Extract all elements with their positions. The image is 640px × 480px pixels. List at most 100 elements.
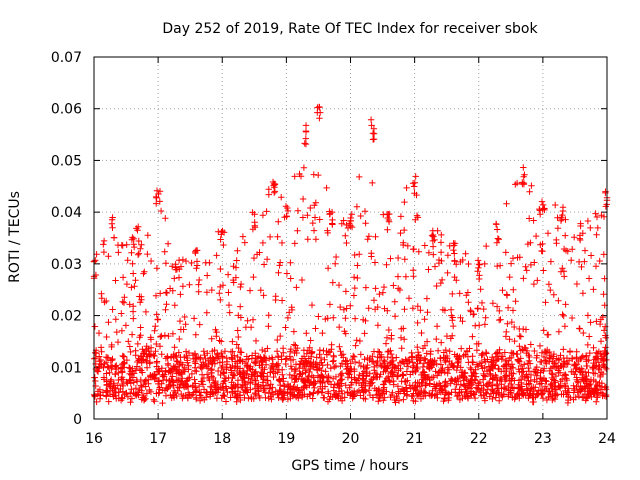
data-point: [585, 369, 592, 376]
data-point: [153, 265, 161, 272]
data-point: [203, 289, 211, 296]
data-point: [250, 395, 257, 402]
data-point: [164, 385, 171, 393]
data-point: [126, 365, 134, 372]
data-point: [494, 384, 502, 392]
data-point: [546, 358, 553, 365]
data-point: [502, 333, 510, 340]
data-point: [416, 383, 424, 390]
data-point: [522, 344, 529, 352]
data-point: [276, 389, 284, 397]
data-point: [362, 395, 369, 403]
data-point: [173, 357, 180, 365]
data-point: [366, 391, 374, 399]
data-point: [170, 382, 177, 389]
data-point: [243, 353, 250, 360]
data-point: [135, 223, 142, 230]
data-point: [520, 164, 527, 171]
data-point: [498, 368, 505, 375]
data-point: [113, 328, 120, 336]
data-point: [408, 354, 415, 361]
data-point: [268, 396, 275, 403]
data-point: [360, 316, 367, 323]
data-point: [570, 389, 577, 396]
data-point: [486, 379, 493, 386]
data-point: [592, 210, 599, 217]
data-point: [417, 357, 424, 364]
data-point: [440, 354, 447, 361]
data-point: [114, 338, 122, 346]
data-point: [561, 380, 569, 388]
data-point: [545, 331, 552, 338]
data-point: [110, 234, 118, 241]
data-point: [391, 313, 399, 320]
data-point: [371, 385, 378, 392]
data-point: [332, 373, 340, 381]
data-point: [120, 359, 128, 366]
data-point: [346, 220, 353, 227]
data-point: [401, 387, 408, 395]
data-point: [394, 383, 402, 390]
data-point: [351, 251, 358, 259]
data-point: [357, 392, 364, 399]
data-point: [469, 359, 477, 366]
data-point: [130, 270, 137, 277]
data-point: [263, 208, 270, 215]
data-point: [108, 356, 116, 364]
data-point: [335, 281, 343, 289]
data-point: [139, 369, 146, 376]
data-point: [269, 360, 277, 367]
data-point: [475, 340, 482, 347]
data-point: [164, 240, 172, 247]
data-point: [267, 381, 274, 388]
data-point: [568, 257, 575, 264]
data-point: [219, 227, 226, 235]
data-point: [550, 291, 557, 298]
data-point: [441, 357, 448, 364]
data-point: [391, 298, 398, 305]
data-point: [300, 164, 308, 171]
data-point: [122, 322, 130, 329]
data-point: [446, 357, 453, 365]
data-point: [527, 261, 535, 269]
data-point: [153, 194, 160, 202]
data-point: [191, 350, 198, 357]
data-point: [396, 286, 404, 294]
data-point: [400, 386, 407, 394]
data-point: [230, 381, 237, 388]
data-point: [220, 369, 228, 376]
data-point: [482, 314, 489, 321]
data-point: [128, 395, 136, 402]
data-point: [370, 358, 377, 365]
data-point: [356, 337, 364, 345]
data-point: [409, 359, 416, 366]
data-point: [193, 395, 200, 403]
data-point: [586, 333, 593, 340]
data-point: [579, 376, 586, 383]
data-point: [270, 365, 277, 373]
data-point: [299, 391, 306, 398]
data-point: [131, 283, 138, 290]
data-point: [169, 263, 176, 270]
data-point: [192, 331, 199, 338]
data-point: [459, 368, 466, 376]
data-point: [398, 345, 405, 352]
data-point: [496, 377, 503, 384]
data-point: [170, 353, 177, 361]
data-point: [502, 386, 510, 393]
data-point: [101, 360, 108, 367]
data-point: [538, 349, 546, 356]
data-point: [474, 305, 481, 312]
data-point: [426, 376, 434, 384]
data-point: [496, 346, 503, 353]
data-point: [287, 259, 294, 266]
data-point: [303, 330, 310, 337]
data-point: [511, 394, 519, 401]
data-point: [218, 338, 225, 345]
data-point: [388, 332, 395, 339]
data-point: [469, 353, 476, 360]
data-point: [218, 353, 226, 360]
data-point: [581, 258, 588, 265]
data-point: [352, 342, 359, 349]
data-point: [338, 370, 346, 377]
